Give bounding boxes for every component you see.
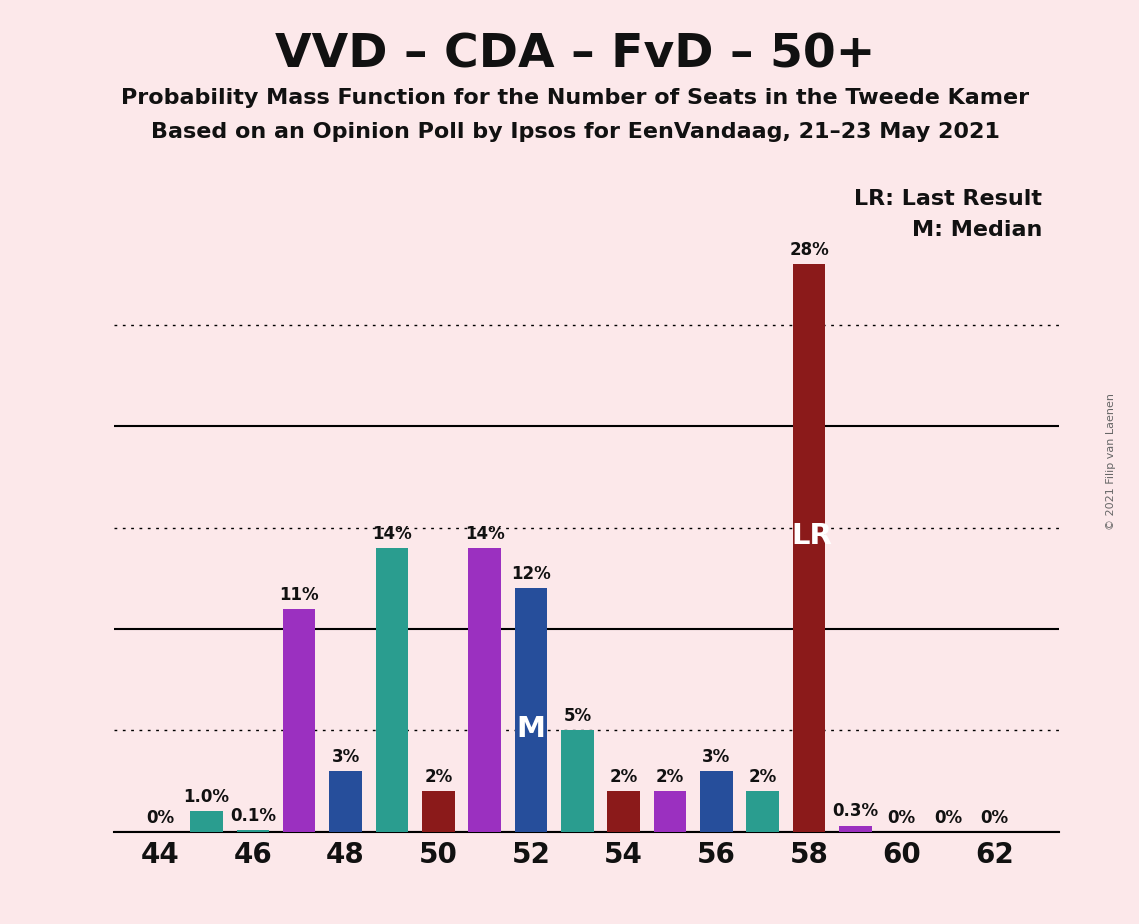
Text: 0%: 0%	[934, 808, 962, 827]
Text: 14%: 14%	[465, 525, 505, 542]
Bar	[654, 791, 686, 832]
Text: Probability Mass Function for the Number of Seats in the Tweede Kamer: Probability Mass Function for the Number…	[121, 88, 1030, 108]
Text: 0.1%: 0.1%	[230, 807, 276, 824]
Text: M: M	[516, 715, 546, 744]
Bar	[700, 771, 732, 832]
Text: VVD – CDA – FvD – 50+: VVD – CDA – FvD – 50+	[274, 32, 876, 78]
Bar	[607, 791, 640, 832]
Text: 2%: 2%	[748, 768, 777, 786]
Text: 0%: 0%	[146, 808, 174, 827]
Text: 3%: 3%	[703, 748, 730, 766]
Bar	[237, 830, 269, 832]
Text: 0.3%: 0.3%	[833, 802, 878, 821]
Text: 28%: 28%	[789, 241, 829, 259]
Text: 0%: 0%	[887, 808, 916, 827]
Bar	[793, 264, 826, 832]
Bar	[746, 791, 779, 832]
Bar	[423, 791, 454, 832]
Bar	[329, 771, 362, 832]
Text: 12%: 12%	[511, 565, 551, 583]
Text: 0%: 0%	[981, 808, 1008, 827]
Text: 11%: 11%	[279, 586, 319, 603]
Bar	[839, 825, 871, 832]
Bar	[376, 548, 408, 832]
Bar	[515, 589, 547, 832]
Text: M: Median: M: Median	[912, 220, 1042, 240]
Text: LR: LR	[792, 522, 833, 551]
Text: LR: Last Result: LR: Last Result	[854, 189, 1042, 210]
Bar	[562, 730, 593, 832]
Bar	[190, 811, 223, 832]
Text: Based on an Opinion Poll by Ipsos for EenVandaag, 21–23 May 2021: Based on an Opinion Poll by Ipsos for Ee…	[150, 122, 1000, 142]
Bar	[468, 548, 501, 832]
Text: 14%: 14%	[372, 525, 412, 542]
Text: 2%: 2%	[656, 768, 685, 786]
Text: 5%: 5%	[564, 707, 591, 725]
Text: 1.0%: 1.0%	[183, 788, 230, 807]
Bar	[284, 609, 316, 832]
Text: 2%: 2%	[424, 768, 452, 786]
Text: 2%: 2%	[609, 768, 638, 786]
Text: 3%: 3%	[331, 748, 360, 766]
Text: © 2021 Filip van Laenen: © 2021 Filip van Laenen	[1106, 394, 1115, 530]
